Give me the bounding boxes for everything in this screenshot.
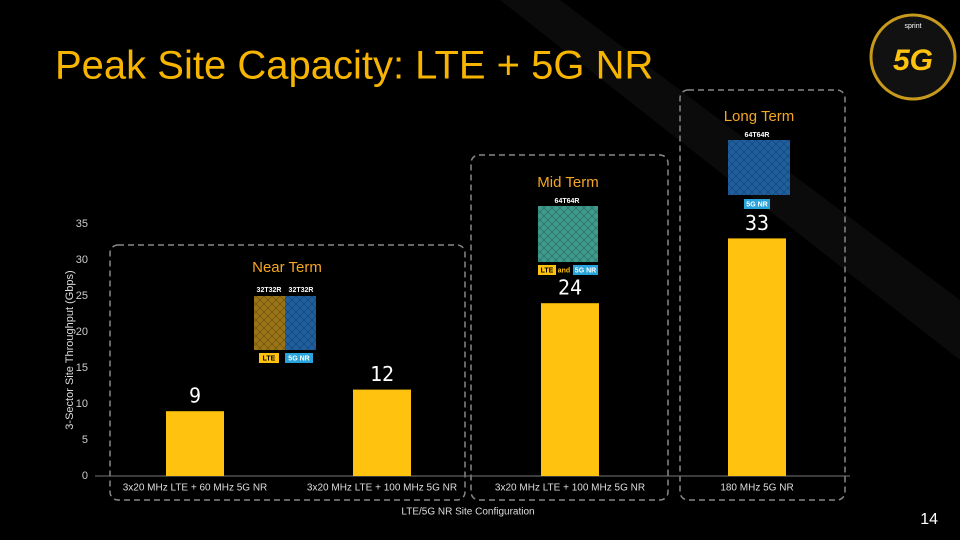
x-tick-label: 3x20 MHz LTE + 60 MHz 5G NR (123, 483, 268, 494)
value-label: 12 (370, 362, 394, 386)
antenna-mesh (254, 296, 316, 350)
x-tick-label: 3x20 MHz LTE + 100 MHz 5G NR (495, 483, 645, 494)
logo-mark: 5G (893, 44, 933, 77)
tag (573, 265, 598, 275)
antenna-label: 32T32R (289, 287, 314, 294)
antenna-label: 64T64R (555, 198, 580, 205)
y-tick-label: 10 (76, 398, 88, 410)
logo-brand: sprint (904, 23, 921, 30)
tag (259, 353, 279, 363)
y-tick-label: 5 (82, 434, 88, 446)
tag-label: 5G NR (746, 201, 767, 208)
y-tick-label: 25 (76, 290, 88, 302)
tag-label: LTE (541, 267, 554, 274)
group-label: Near Term (252, 259, 322, 276)
antenna-mesh (538, 206, 598, 262)
group-box (470, 154, 669, 501)
bar (541, 303, 599, 476)
y-tick-label: 0 (82, 470, 88, 482)
x-tick-label: 3x20 MHz LTE + 100 MHz 5G NR (307, 483, 457, 494)
tag-label: and (558, 267, 570, 274)
y-tick-label: 35 (76, 218, 88, 230)
tag (744, 199, 770, 209)
logo-ring (869, 13, 957, 101)
bar (353, 389, 411, 476)
group-box (109, 244, 466, 501)
y-tick-label: 15 (76, 362, 88, 374)
group-label: Long Term (724, 108, 795, 125)
antenna-label: 64T64R (745, 132, 770, 139)
bar (728, 238, 786, 476)
value-label: 33 (745, 211, 769, 235)
y-tick-label: 20 (76, 326, 88, 338)
logo: sprint 5G (869, 13, 957, 101)
tag-label: 5G NR (288, 355, 309, 362)
page-number: 14 (920, 511, 938, 528)
antenna-label: 32T32R (257, 287, 282, 294)
tag-label: 5G NR (575, 267, 596, 274)
bar (166, 411, 224, 476)
group-label: Mid Term (537, 174, 598, 191)
x-tick-label: 180 MHz 5G NR (720, 483, 793, 494)
antenna-mesh (728, 140, 790, 195)
y-tick-label: 30 (76, 254, 88, 266)
chart-title: Peak Site Capacity: LTE + 5G NR (55, 44, 653, 88)
group-box (679, 89, 846, 501)
value-label: 24 (558, 276, 582, 300)
y-axis-label: 3-Sector Site Throughput (Gbps) (64, 270, 76, 429)
x-axis-label: LTE/5G NR Site Configuration (401, 507, 534, 518)
tag (538, 265, 556, 275)
tag-label: LTE (263, 355, 276, 362)
tag (285, 353, 313, 363)
value-label: 9 (189, 384, 201, 408)
